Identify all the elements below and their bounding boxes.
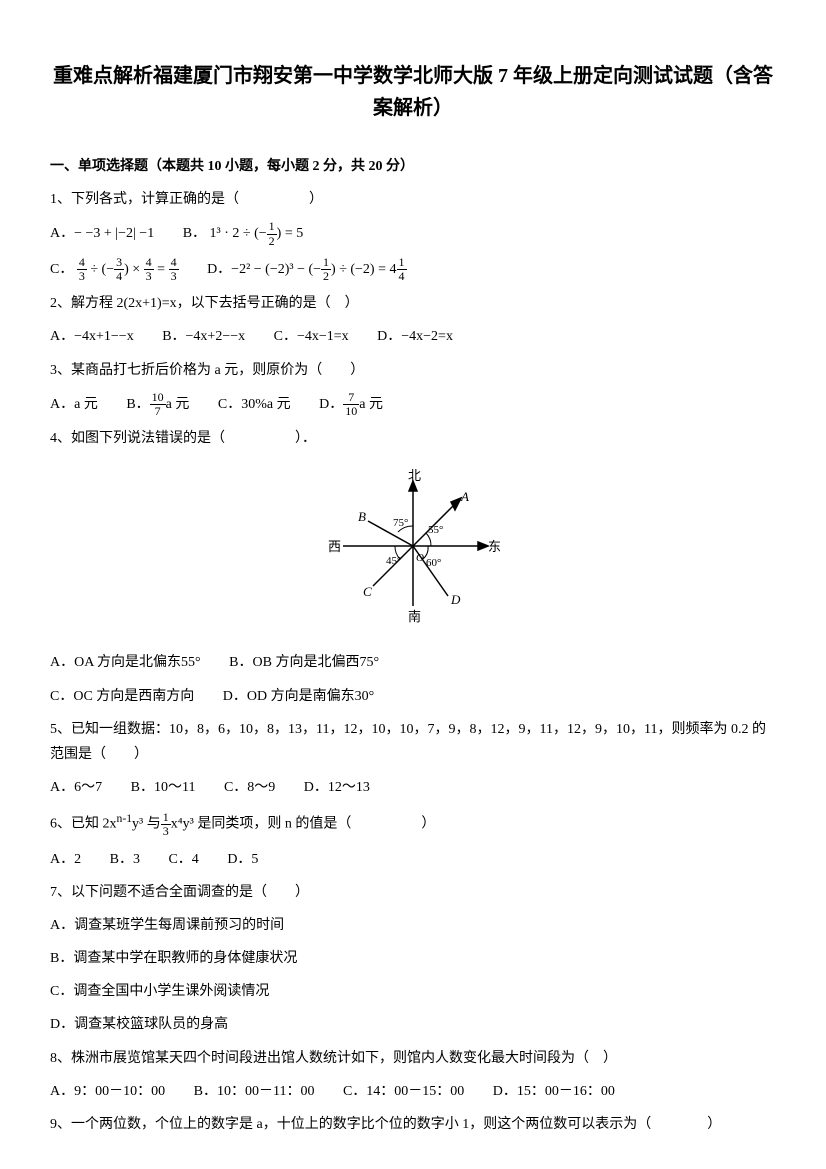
q3-option-c: C．30%a 元 [218,392,291,417]
q4-option-c: C．OC 方向是西南方向 [50,684,194,709]
question-1-options: A．− −3 + |−2| −1 B． 1³ · 2 ÷ (−12) = 5 [50,220,776,247]
compass-diagram: 北 南 东 西 A B C D O 75° 55° 45° 60° [50,466,776,635]
question-5-options: A．6～7 B．10～11 C．8～9 D．12～13 [50,775,776,800]
q5-option-b: B．10～11 [131,775,196,800]
q4-option-d: D．OD 方向是南偏东30° [223,684,374,709]
svg-text:南: 南 [408,609,421,624]
svg-text:C: C [363,584,372,599]
q6-option-c: C．4 [168,847,198,872]
svg-text:45°: 45° [386,555,401,567]
svg-text:西: 西 [328,539,341,554]
question-7-stem: 7、以下问题不适合全面调查的是（ ） [50,880,776,905]
q8-option-d: D．15：00－16：00 [493,1079,615,1104]
question-3-stem: 3、某商品打七折后价格为 a 元，则原价为（ ） [50,358,776,383]
q3-option-a: A．a 元 [50,392,98,417]
q1-option-c: C． 43 ÷ (−34) × 43 = 43 [50,256,179,283]
question-2-options: A．−4x+1−−x B．−4x+2−−x C．−4x−1=x D．−4x−2=… [50,324,776,349]
question-5-stem: 5、已知一组数据：10，8，6，10，8，13，11，12，10，10，7，9，… [50,717,776,767]
question-8-stem: 8、株洲市展览馆某天四个时间段进出馆人数统计如下，则馆内人数变化最大时间段为（ … [50,1046,776,1071]
q7-option-a: A．调查某班学生每周课前预习的时间 [50,913,776,938]
q5-option-d: D．12～13 [304,775,370,800]
svg-text:A: A [460,489,469,504]
q7-option-c: C．调查全国中小学生课外阅读情况 [50,979,776,1004]
q4-option-a: A．OA 方向是北偏东55° [50,650,201,675]
section-header: 一、单项选择题（本题共 10 小题，每小题 2 分，共 20 分） [50,154,776,179]
q8-option-a: A．9：00－10：00 [50,1079,165,1104]
q1-option-a: A．− −3 + |−2| −1 [50,221,154,246]
svg-text:B: B [358,509,366,524]
q7-option-b: B．调查某中学在职教师的身体健康状况 [50,946,776,971]
q1-option-d: D．−2² − (−2)³ − (−12) ÷ (−2) = 414 [207,256,406,283]
question-2-stem: 2、解方程 2(2x+1)=x，以下去括号正确的是（ ） [50,291,776,316]
q2-option-a: A．−4x+1−−x [50,324,134,349]
q6-option-a: A．2 [50,847,81,872]
q3-option-b: B．107a 元 [126,391,189,418]
q6-option-b: B．3 [110,847,140,872]
svg-text:D: D [450,592,461,607]
q2-option-b: B．−4x+2−−x [162,324,245,349]
svg-text:75°: 75° [393,517,408,529]
question-4-stem: 4、如图下列说法错误的是（ ）． [50,426,776,451]
q8-option-b: B．10：00－11：00 [194,1079,315,1104]
question-8-options: A．9：00－10：00 B．10：00－11：00 C．14：00－15：00… [50,1079,776,1104]
question-6-options: A．2 B．3 C．4 D．5 [50,847,776,872]
question-9-stem: 9、一个两位数，个位上的数字是 a，十位上的数字比个位的数字小 1，则这个两位数… [50,1112,776,1137]
q1-option-b: B． 1³ · 2 ÷ (−12) = 5 [183,220,304,247]
question-4-options-2: C．OC 方向是西南方向 D．OD 方向是南偏东30° [50,684,776,709]
q4-option-b: B．OB 方向是北偏西75° [229,650,379,675]
q2-option-c: C．−4x−1=x [274,324,349,349]
q5-option-a: A．6～7 [50,775,102,800]
svg-text:东: 东 [488,539,501,554]
q8-option-c: C．14：00－15：00 [343,1079,464,1104]
question-4-options: A．OA 方向是北偏东55° B．OB 方向是北偏西75° [50,650,776,675]
q2-option-d: D．−4x−2=x [377,324,453,349]
svg-text:55°: 55° [428,524,443,536]
q7-option-d: D．调查某校篮球队员的身高 [50,1012,776,1037]
question-1-stem: 1、下列各式，计算正确的是（ ） [50,187,776,212]
svg-text:北: 北 [408,468,421,483]
question-3-options: A．a 元 B．107a 元 C．30%a 元 D．710a 元 [50,391,776,418]
q5-option-c: C．8～9 [224,775,275,800]
q6-option-d: D．5 [227,847,258,872]
document-title: 重难点解析福建厦门市翔安第一中学数学北师大版 7 年级上册定向测试试题（含答案解… [50,60,776,124]
question-6-stem: 6、已知 2xn-1y³ 与13x⁴y³ 是同类项，则 n 的值是（ ） [50,808,776,838]
q3-option-d: D．710a 元 [319,391,383,418]
svg-text:60°: 60° [426,557,441,569]
question-1-options-2: C． 43 ÷ (−34) × 43 = 43 D．−2² − (−2)³ − … [50,256,776,283]
svg-text:O: O [416,552,424,564]
